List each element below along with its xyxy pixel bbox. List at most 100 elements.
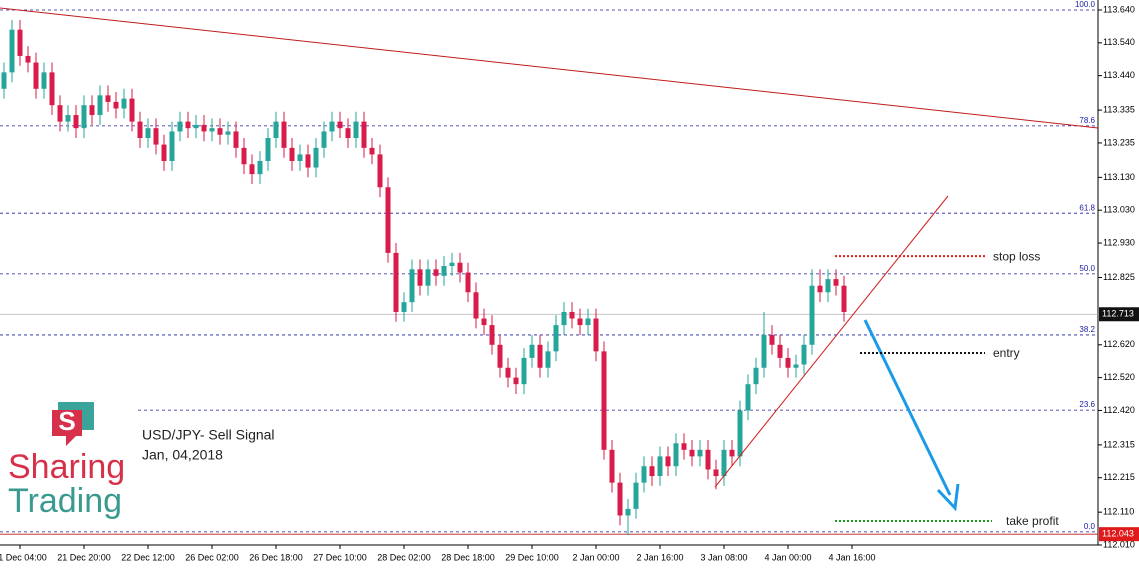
candle-body <box>337 121 343 129</box>
y-tick-label: 112.315 <box>1103 439 1135 449</box>
candle-body <box>729 449 735 457</box>
candle-body <box>617 482 623 516</box>
candle-body <box>793 364 799 368</box>
y-tick-label: 113.440 <box>1103 70 1135 80</box>
candle-body <box>649 466 655 477</box>
candle-body <box>249 164 255 175</box>
candle-body <box>369 147 375 155</box>
candle-body <box>769 334 775 345</box>
arrow-shaft <box>863 319 952 496</box>
candle-body <box>833 279 839 286</box>
candle-body <box>569 311 575 319</box>
candle-body <box>489 325 495 345</box>
candle-body <box>785 357 791 368</box>
candle-body <box>65 115 71 122</box>
candle-body <box>121 98 127 109</box>
y-tick-label: 112.520 <box>1103 372 1135 382</box>
candle-body <box>193 124 199 129</box>
x-tick-label: 4 Jan 16:00 <box>828 552 875 562</box>
candle-body <box>505 367 511 378</box>
candle-body <box>9 29 15 73</box>
candle-body <box>745 384 751 411</box>
candle-body <box>25 55 31 63</box>
candle-body <box>385 187 391 253</box>
candle-body <box>345 128 351 139</box>
logo: S Sharing Trading <box>8 402 125 520</box>
candle-body <box>457 262 463 273</box>
candle-body <box>441 266 447 276</box>
candle-body <box>329 121 335 132</box>
candle-body <box>97 95 103 116</box>
candle-body <box>225 131 231 135</box>
candle-body <box>521 357 527 385</box>
fib-label: 0.0 <box>1084 522 1096 531</box>
candle-body <box>721 449 727 477</box>
candle-body <box>265 138 271 161</box>
candle-body <box>697 449 703 457</box>
candle-body <box>585 318 591 326</box>
candle-body <box>129 98 135 122</box>
candle-body <box>513 377 519 385</box>
candle-body <box>145 128 151 139</box>
signal-label: take profit <box>1006 514 1059 528</box>
candle-body <box>281 121 287 148</box>
candle-body <box>481 318 487 326</box>
signal-label: entry <box>993 346 1020 360</box>
candle-body <box>817 285 823 293</box>
candle-body <box>297 154 303 161</box>
signal-label: stop loss <box>993 249 1040 263</box>
candle-body <box>801 344 807 365</box>
y-tick-label: 112.215 <box>1103 472 1135 482</box>
candle-body <box>49 72 55 106</box>
candle-body <box>553 325 559 352</box>
candle-body <box>545 351 551 368</box>
y-tick-label: 112.110 <box>1103 507 1134 517</box>
candle-body <box>497 344 503 368</box>
candle-body <box>41 72 47 89</box>
candle-body <box>161 144 167 161</box>
candle-body <box>705 449 711 470</box>
candle-body <box>673 443 679 467</box>
candle-body <box>57 105 63 122</box>
logo-bubble <box>52 410 82 446</box>
candle-body <box>681 443 687 450</box>
chart-subtitle: Jan, 04,2018 <box>142 447 223 463</box>
x-tick-label: 21 Dec 04:00 <box>0 552 47 562</box>
y-tick-label: 113.130 <box>1103 172 1135 182</box>
candle-body <box>153 128 159 145</box>
arrow-head <box>936 483 960 512</box>
x-tick-label: 27 Dec 10:00 <box>313 552 367 562</box>
candle-body <box>777 344 783 358</box>
candle-body <box>577 318 583 326</box>
x-tick-label: 4 Jan 00:00 <box>764 552 811 562</box>
candle-body <box>465 272 471 293</box>
candle-body <box>353 121 359 139</box>
fib-label: 78.6 <box>1079 116 1095 125</box>
logo-text: Trading <box>8 482 122 520</box>
x-tick-label: 22 Dec 12:00 <box>121 552 175 562</box>
candle-body <box>609 449 615 483</box>
x-tick-label: 3 Jan 08:00 <box>700 552 747 562</box>
candle-body <box>841 285 847 312</box>
logo-text: Sharing <box>8 448 125 486</box>
candle-body <box>409 269 415 303</box>
candle-body <box>257 160 263 175</box>
candle-body <box>689 449 695 457</box>
candle-body <box>185 121 191 129</box>
candle-body <box>593 318 599 352</box>
y-tick-label: 113.640 <box>1103 4 1135 14</box>
candle-body <box>825 279 831 293</box>
candle-body <box>529 344 535 358</box>
candle-body <box>217 128 223 135</box>
candle-body <box>417 269 423 286</box>
x-tick-label: 28 Dec 18:00 <box>441 552 495 562</box>
low-label: 112.043 <box>1102 529 1134 539</box>
y-tick-label: 113.540 <box>1103 37 1135 47</box>
candle-body <box>601 351 607 450</box>
logo-mark: S <box>58 406 75 436</box>
x-tick-label: 26 Dec 02:00 <box>185 552 239 562</box>
y-tick-label: 112.930 <box>1103 237 1135 247</box>
x-tick-label: 29 Dec 10:00 <box>505 552 559 562</box>
fib-label: 38.2 <box>1079 325 1095 334</box>
